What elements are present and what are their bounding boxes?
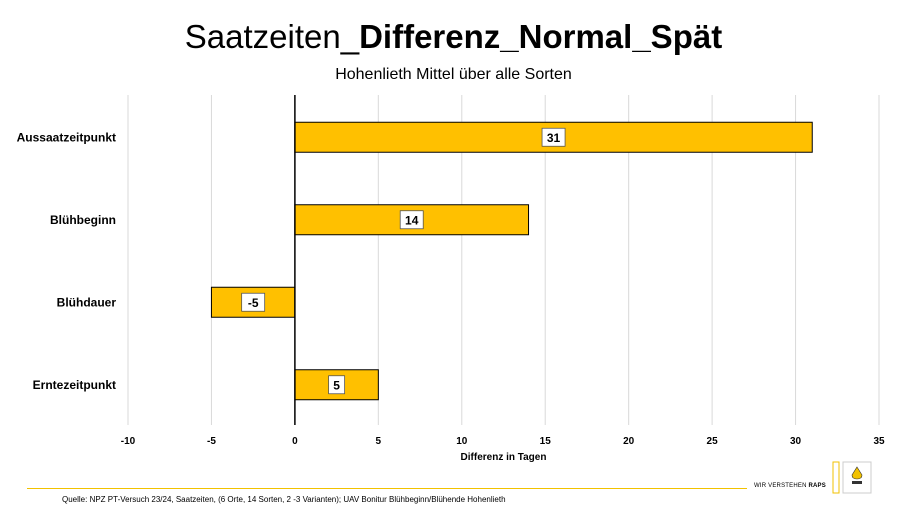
data-label-box — [399, 210, 424, 230]
brand-slogan-prefix: WIR VERSTEHEN — [754, 483, 809, 489]
x-tick-label: -5 — [207, 436, 216, 447]
x-tick-label: 30 — [790, 436, 802, 447]
brand-slogan-bold: RAPS — [808, 483, 826, 489]
category-label: Blühdauer — [57, 295, 117, 309]
x-tick-label: 25 — [707, 436, 719, 447]
x-tick-label: 10 — [456, 436, 468, 447]
chart-title-bold: Differenz_Normal_Spät — [359, 18, 723, 55]
category-label: Aussaatzeitpunkt — [17, 130, 116, 144]
data-label-box — [328, 375, 346, 395]
data-label: 5 — [333, 378, 340, 392]
bar-chart: 31 14 -5 5 Aussaatzeitpunkt Blühbeginn Blühda… — [17, 95, 885, 463]
x-tick-label: -10 — [121, 436, 136, 447]
brand-slogan: WIR VERSTEHEN RAPS — [754, 483, 826, 489]
data-label-box — [241, 292, 266, 312]
company-logo-icon — [832, 461, 872, 494]
footer-divider — [27, 488, 747, 489]
category-labels: Aussaatzeitpunkt Blühbeginn Blühdauer Ernte… — [17, 130, 117, 392]
x-axis-title: Differenz in Tagen — [461, 452, 547, 463]
data-labels: 31 14 -5 5 — [241, 127, 566, 395]
data-label: -5 — [248, 296, 259, 310]
x-tick-label: 20 — [623, 436, 635, 447]
chart-subtitle: Hohenlieth Mittel über alle Sorten — [335, 66, 572, 83]
category-label: Erntezeitpunkt — [33, 378, 116, 392]
x-tick-label: 15 — [540, 436, 552, 447]
x-tick-label: 5 — [376, 436, 382, 447]
x-tick-label: 35 — [873, 436, 885, 447]
chart-title-regular: Saatzeiten_ — [184, 18, 360, 55]
data-label: 14 — [405, 213, 419, 227]
data-label-box — [541, 127, 566, 147]
x-tick-label: 0 — [292, 436, 298, 447]
bars — [210, 121, 813, 401]
source-note: Quelle: NPZ PT-Versuch 23/24, Saatzeiten… — [62, 495, 506, 504]
x-tick-labels: -10 -5 0 5 10 15 20 25 30 35 — [121, 436, 885, 447]
chart-title: Saatzeiten_Differenz_Normal_Spät — [0, 18, 907, 56]
data-label: 31 — [547, 131, 561, 145]
category-label: Blühbeginn — [50, 213, 116, 227]
